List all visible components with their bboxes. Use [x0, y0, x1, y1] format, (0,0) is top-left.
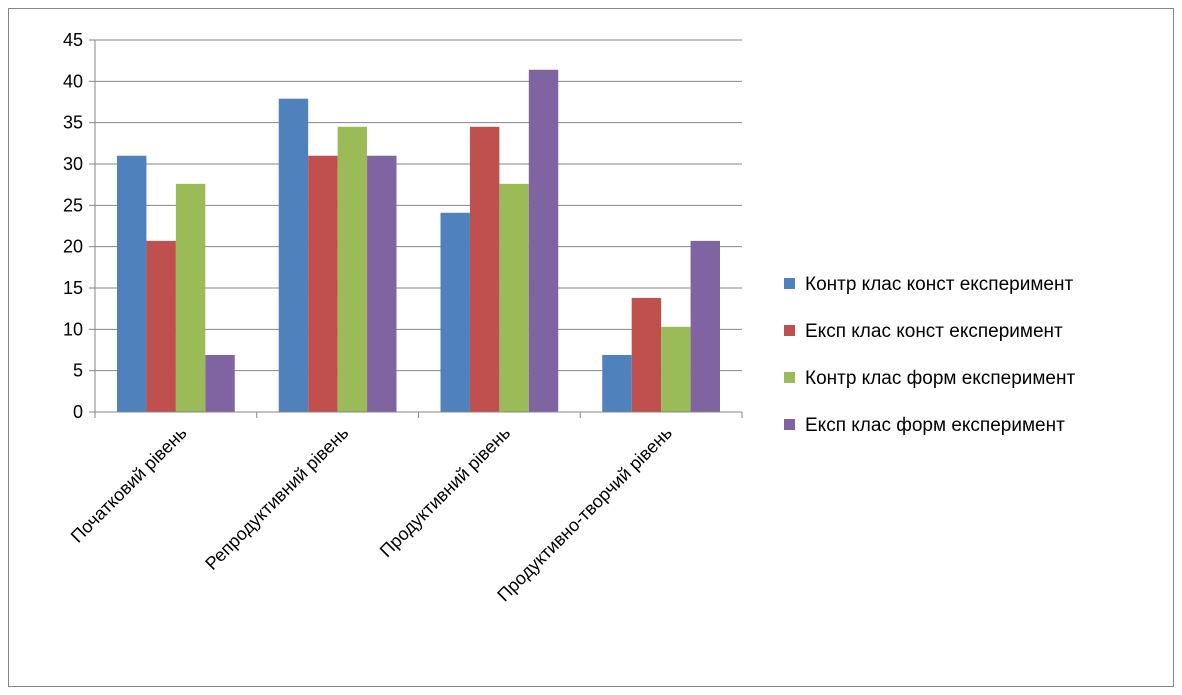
bar [205, 354, 235, 412]
bar [116, 155, 147, 412]
bar [175, 183, 206, 412]
y-tick-label: 35 [63, 113, 83, 133]
legend: Контр клас конст експеримент Експ клас ко… [784, 274, 1075, 436]
y-tick-label: 0 [73, 402, 83, 422]
x-category-labels: Початковий рівень Репродуктивний рівень Пр… [67, 423, 676, 606]
y-tick-labels: 0 5 10 15 20 25 30 35 40 45 [63, 30, 83, 422]
bar [469, 126, 500, 413]
legend-swatch [784, 278, 795, 289]
y-tick-label: 5 [73, 361, 83, 381]
bars [116, 69, 721, 413]
y-tick-label: 40 [63, 71, 83, 91]
bar [528, 69, 559, 412]
bar [690, 240, 721, 412]
legend-label: Експ клас конст експеримент [805, 321, 1063, 342]
bar [661, 326, 691, 412]
bar [278, 98, 309, 413]
legend-label: Експ клас форм експеримент [805, 415, 1065, 436]
legend-swatch [784, 419, 795, 430]
bar [499, 183, 529, 412]
y-tick-label: 45 [63, 30, 83, 50]
y-tick-label: 30 [63, 154, 83, 174]
axes [89, 39, 743, 418]
legend-swatch [784, 372, 795, 383]
legend-item: Експ клас форм експеримент [784, 415, 1065, 436]
bar [337, 126, 368, 413]
bar [602, 354, 632, 412]
bar [308, 155, 338, 412]
bar [367, 155, 397, 412]
legend-item: Контр клас конст експеримент [784, 274, 1073, 295]
y-tick-label: 10 [63, 319, 83, 339]
bar [631, 297, 662, 412]
bar [440, 212, 470, 412]
x-category-label: Продуктивно-творчий рівень [493, 423, 676, 606]
y-tick-label: 20 [63, 237, 83, 257]
legend-item: Експ клас конст експеримент [784, 321, 1063, 342]
legend-label: Контр клас форм експеримент [805, 368, 1075, 389]
legend-item: Контр клас форм експеримент [784, 368, 1075, 389]
y-tick-label: 15 [63, 278, 83, 298]
legend-swatch [784, 325, 795, 336]
bar [146, 240, 176, 412]
x-category-label: Репродуктивний рівень [201, 423, 352, 574]
x-category-label: Початковий рівень [67, 423, 191, 547]
x-category-label: Продуктивний рівень [376, 423, 514, 561]
legend-label: Контр клас конст експеримент [805, 274, 1073, 295]
y-tick-label: 25 [63, 195, 83, 215]
